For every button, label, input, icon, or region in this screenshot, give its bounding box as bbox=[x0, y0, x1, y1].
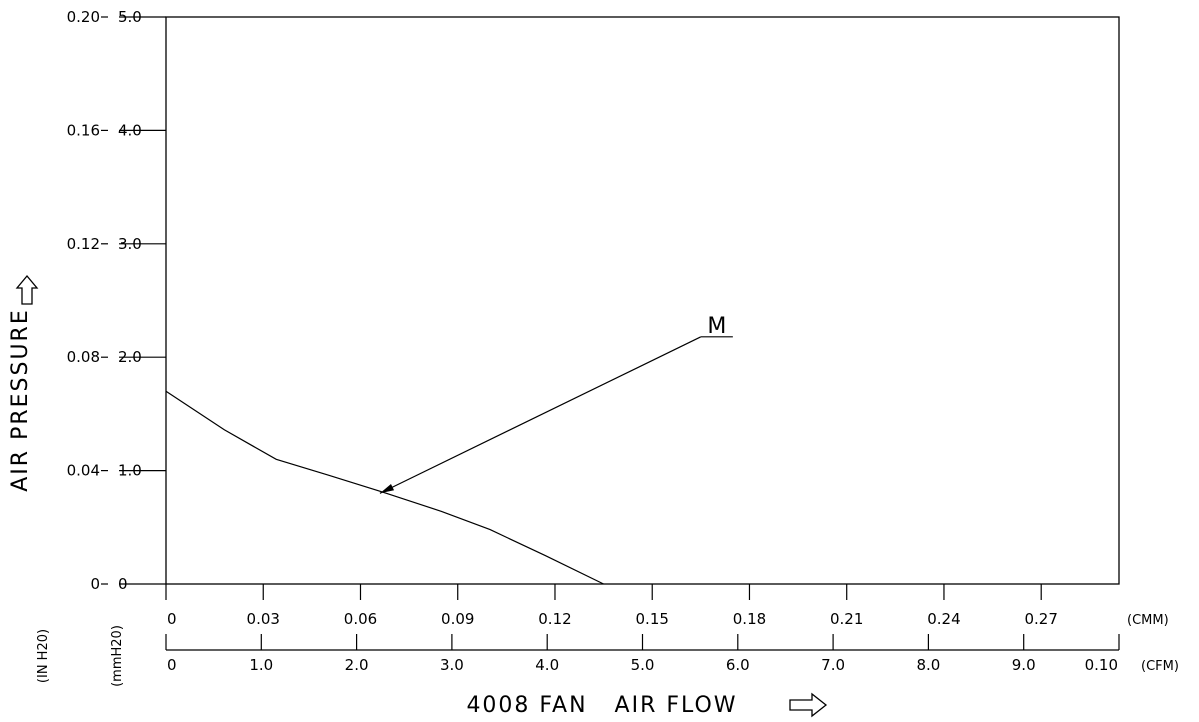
x-cfm-tick-label: 5.0 bbox=[631, 656, 655, 674]
series-layer bbox=[165, 390, 604, 585]
y-outer-tick-label: 0.04 bbox=[67, 462, 100, 480]
x-cfm-unit-label: (CFM) bbox=[1141, 659, 1179, 674]
x-cfm-tick-label: 4.0 bbox=[535, 656, 559, 674]
y-axis: 00 1.0 0.04 2.0 0.08 3.0 0.12 4.0 0.16 5.0 0.20 bbox=[67, 8, 166, 593]
x-cmm-tick-label: 0.09 bbox=[441, 610, 474, 628]
x-cmm-tick-label: 0 bbox=[167, 610, 177, 628]
right-arrow-icon bbox=[789, 692, 828, 718]
x-cmm-tick-label: 0.27 bbox=[1025, 610, 1058, 628]
x-cmm-tick-label: 0.18 bbox=[733, 610, 766, 628]
x-cmm-tick-label: 0.15 bbox=[636, 610, 669, 628]
x-cmm-unit-label: (CMM) bbox=[1127, 613, 1169, 628]
x-cfm-tick-label: 0 bbox=[167, 656, 177, 674]
x-cfm-tick-label: 7.0 bbox=[821, 656, 845, 674]
x-cfm-tick-label: 8.0 bbox=[916, 656, 940, 674]
annotation-label: M bbox=[707, 314, 726, 339]
x-cmm-tick-label: 0.12 bbox=[538, 610, 571, 628]
x-cmm-tick-label: 0.03 bbox=[247, 610, 280, 628]
y-inner-tick-label: 5.0 bbox=[118, 8, 142, 26]
y-outer-tick-label: 0.08 bbox=[67, 348, 100, 366]
y-outer-unit-label: (IN H20) bbox=[36, 629, 51, 683]
y-inner-tick-label: 4.0 bbox=[118, 121, 142, 139]
x-cfm-tick-label: 0.10 bbox=[1085, 656, 1118, 674]
y-outer-tick-label: 0.16 bbox=[67, 121, 100, 139]
annotation-layer: M bbox=[379, 314, 733, 494]
plot-frame bbox=[165, 16, 1120, 585]
x-cfm-tick-label: 1.0 bbox=[249, 656, 273, 674]
y-inner-tick-label: 2.0 bbox=[118, 348, 142, 366]
x-cfm-tick-label: 9.0 bbox=[1012, 656, 1036, 674]
y-axis-label: AIR PRESSURE bbox=[8, 308, 33, 492]
y-inner-tick-label: 0 bbox=[118, 575, 128, 593]
x-cfm-tick-label: 2.0 bbox=[345, 656, 369, 674]
y-outer-tick-label: 0 bbox=[90, 575, 100, 593]
x-cfm-tick-label: 3.0 bbox=[440, 656, 464, 674]
annotation-leader-line bbox=[379, 336, 702, 494]
up-arrow-icon bbox=[15, 274, 39, 305]
y-inner-tick-label: 3.0 bbox=[118, 235, 142, 253]
y-inner-tick-label: 1.0 bbox=[118, 462, 142, 480]
x-cmm-tick-label: 0.21 bbox=[830, 610, 863, 628]
x-cfm-tick-label: 6.0 bbox=[726, 656, 750, 674]
series-line-M bbox=[165, 390, 604, 585]
annotation-arrowhead bbox=[379, 483, 395, 494]
y-outer-tick-label: 0.20 bbox=[67, 8, 100, 26]
x-cmm-tick-label: 0.06 bbox=[344, 610, 377, 628]
y-outer-tick-label: 0.12 bbox=[67, 235, 100, 253]
chart-title: 4008 FAN AIR FLOW bbox=[466, 693, 737, 718]
y-inner-unit-label: (mmH20) bbox=[110, 625, 125, 687]
x-axes: 0 0.03 0.06 0.09 0.12 0.15 0.18 0.21 0.24 0.27 0 1.… bbox=[165, 584, 1120, 674]
x-cmm-tick-label: 0.24 bbox=[927, 610, 960, 628]
